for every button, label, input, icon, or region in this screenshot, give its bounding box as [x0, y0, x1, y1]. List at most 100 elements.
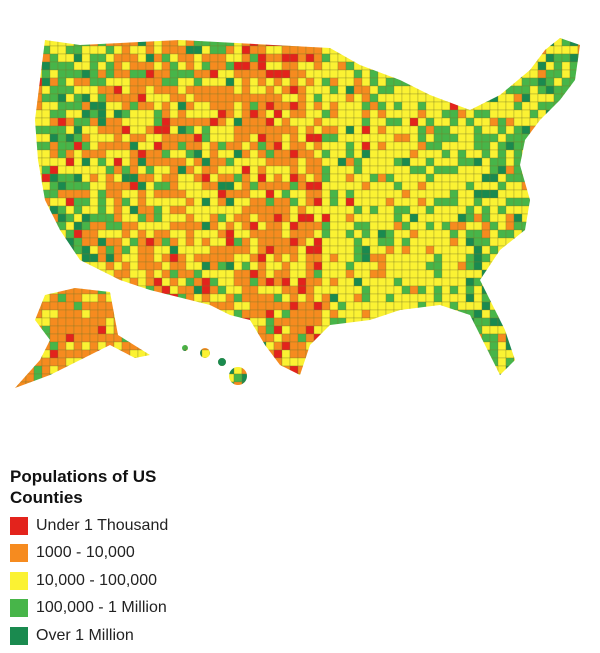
county	[26, 390, 34, 398]
county	[177, 269, 187, 279]
county	[569, 45, 579, 55]
county	[145, 229, 155, 239]
county	[25, 213, 35, 223]
county	[345, 261, 355, 271]
county	[89, 365, 99, 375]
county	[417, 245, 427, 255]
county	[209, 229, 219, 239]
county	[305, 141, 315, 151]
county	[473, 341, 483, 351]
county	[209, 69, 219, 79]
county	[217, 205, 227, 215]
county	[433, 157, 443, 167]
county	[177, 173, 187, 183]
county	[577, 269, 580, 279]
county	[105, 253, 115, 263]
county	[129, 157, 139, 167]
county	[201, 365, 211, 375]
county	[529, 61, 539, 71]
county	[33, 221, 43, 231]
county	[489, 301, 499, 311]
county	[201, 189, 211, 199]
county	[15, 381, 19, 388]
county	[465, 181, 475, 191]
county	[225, 173, 235, 183]
county	[281, 157, 291, 167]
county	[15, 301, 19, 311]
county	[353, 45, 363, 55]
county	[146, 390, 154, 398]
county	[385, 253, 395, 263]
county	[377, 349, 387, 359]
county	[321, 173, 331, 183]
county	[489, 309, 499, 319]
county	[329, 157, 339, 167]
county	[193, 341, 203, 351]
county	[161, 38, 171, 47]
county	[185, 38, 195, 39]
county	[329, 285, 339, 295]
county	[81, 38, 91, 47]
county	[169, 333, 179, 343]
county	[105, 77, 115, 87]
county	[337, 205, 347, 215]
county	[505, 77, 515, 87]
county	[473, 277, 483, 287]
county	[97, 341, 107, 351]
county	[481, 357, 491, 367]
county	[441, 357, 451, 367]
county	[233, 181, 243, 191]
county	[401, 309, 411, 319]
county	[169, 365, 179, 375]
county	[257, 173, 267, 183]
county	[241, 301, 251, 311]
county	[505, 245, 515, 255]
county	[529, 285, 539, 295]
county	[425, 229, 435, 239]
county	[257, 301, 267, 311]
county	[57, 157, 67, 167]
county	[145, 309, 155, 319]
county	[377, 93, 387, 103]
county	[385, 309, 395, 319]
county	[113, 69, 123, 79]
county	[25, 349, 35, 359]
county	[233, 157, 243, 167]
county	[433, 173, 443, 183]
county	[225, 285, 235, 295]
county	[345, 237, 355, 247]
county	[409, 293, 419, 303]
county	[289, 205, 299, 215]
county	[433, 269, 443, 279]
county	[49, 325, 59, 335]
county	[513, 93, 523, 103]
county	[321, 189, 331, 199]
county	[249, 133, 259, 143]
county	[529, 213, 539, 223]
county	[185, 365, 195, 375]
county	[289, 221, 299, 231]
county	[385, 277, 395, 287]
county	[425, 365, 435, 375]
county	[113, 285, 123, 295]
county	[513, 229, 523, 239]
county	[97, 277, 107, 287]
county	[305, 365, 315, 375]
county	[521, 229, 531, 239]
county	[265, 381, 275, 388]
county	[321, 309, 331, 319]
county	[569, 245, 579, 255]
county	[345, 173, 355, 183]
county	[73, 69, 83, 79]
county	[281, 189, 291, 199]
county	[281, 365, 291, 375]
county	[321, 277, 331, 287]
county	[161, 245, 171, 255]
county	[369, 53, 379, 63]
county	[457, 349, 467, 359]
county	[249, 357, 259, 367]
county	[49, 237, 59, 247]
county	[313, 157, 323, 167]
county	[505, 325, 515, 335]
county	[193, 381, 203, 388]
